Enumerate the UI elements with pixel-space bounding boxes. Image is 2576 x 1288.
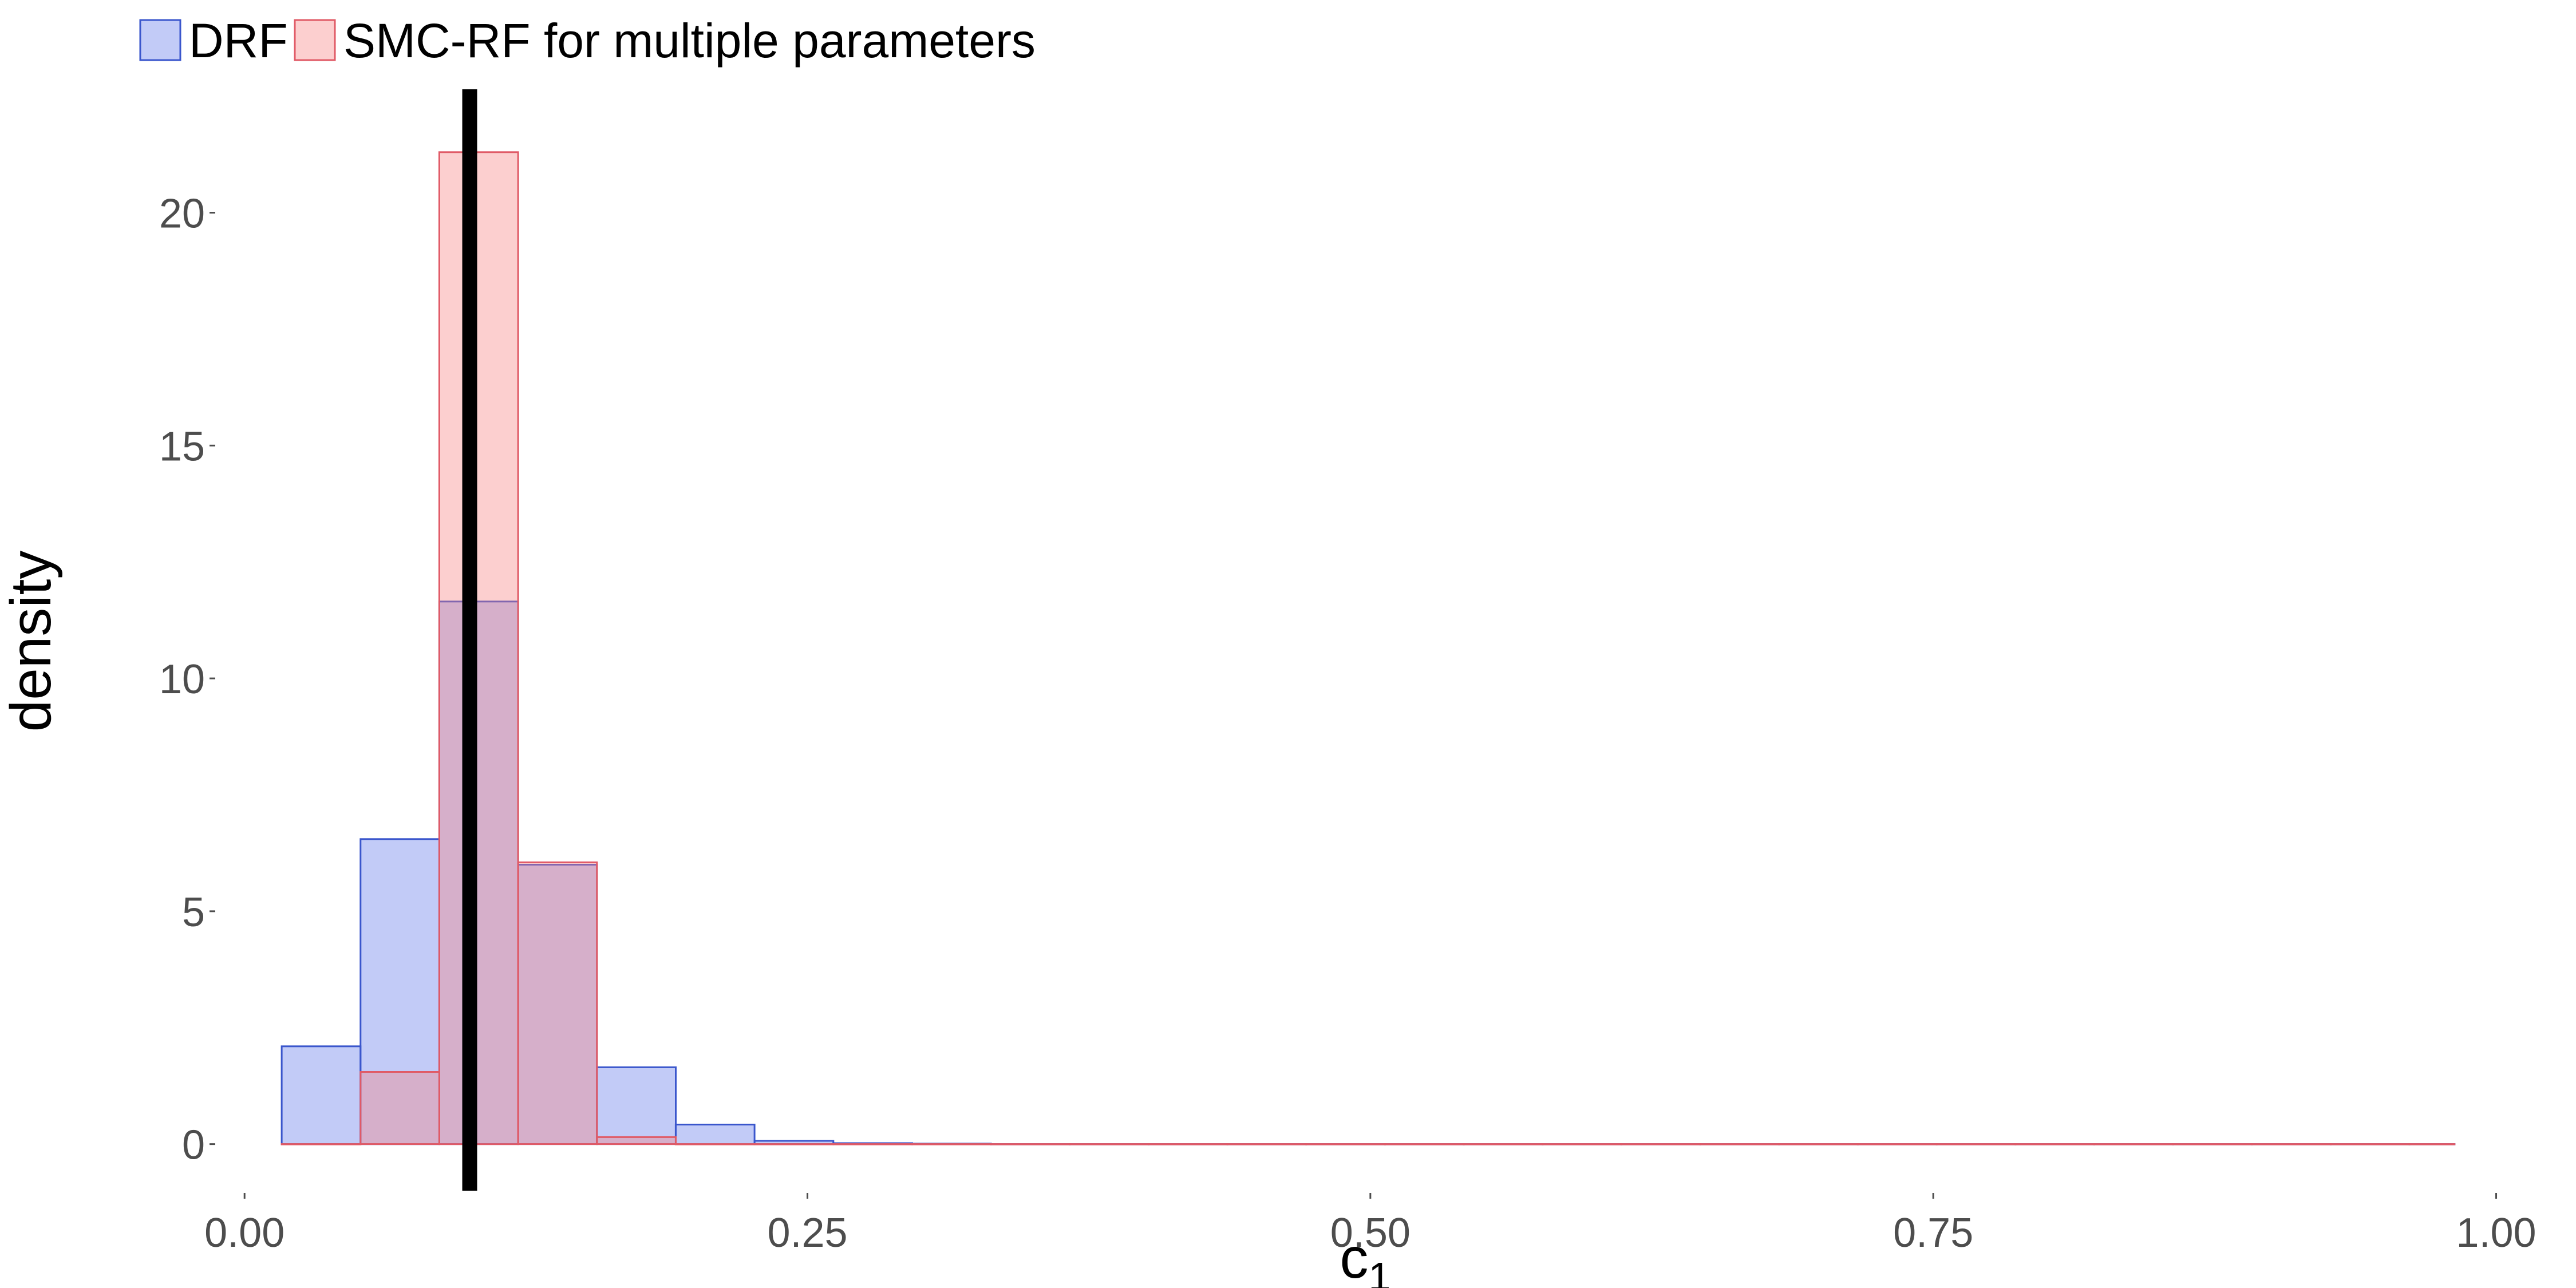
y-tick-label: 0: [182, 1123, 205, 1168]
y-axis: 0 5 10 15 20: [159, 191, 215, 1168]
bar: [359, 838, 440, 1145]
y-axis-title: density: [0, 551, 63, 732]
bar: [2329, 1143, 2411, 1145]
bar: [1778, 1143, 1859, 1145]
bar: [674, 1124, 756, 1145]
y-tick-label: 5: [182, 890, 205, 935]
bar: [359, 1071, 440, 1145]
bar: [1226, 1143, 1307, 1145]
bar: [438, 600, 519, 1145]
x-tick-label: 0.75: [1893, 1210, 1973, 1256]
y-tick-label: 20: [159, 191, 205, 237]
bar: [911, 1143, 992, 1145]
bar: [674, 1143, 756, 1145]
legend: DRF SMC-RF for multiple parameters: [139, 14, 1036, 68]
bar: [1463, 1143, 1544, 1145]
series-smc-rf: [280, 151, 2456, 1145]
bars-layer: [280, 151, 2456, 1145]
bar: [517, 861, 598, 1145]
x-tick-label: 0.00: [204, 1210, 285, 1256]
x-axis-title-subscript: 1: [1369, 1254, 1391, 1288]
x-tick-label: 1.00: [2456, 1210, 2536, 1256]
bar: [2251, 1143, 2332, 1145]
bar: [1856, 1143, 1938, 1145]
bar: [438, 151, 519, 1145]
legend-label-drf: DRF: [189, 14, 288, 68]
x-tick-label: 0.50: [1330, 1210, 1411, 1256]
bar: [1305, 1143, 1386, 1145]
y-tick-label: 10: [159, 657, 205, 702]
bar: [1147, 1143, 1228, 1145]
bar: [596, 1136, 677, 1145]
bar: [1384, 1143, 1465, 1145]
bar: [2014, 1143, 2096, 1145]
bar: [1620, 1143, 1701, 1145]
bar: [2093, 1143, 2174, 1145]
bar: [753, 1143, 835, 1145]
bar: [2172, 1143, 2253, 1145]
bar: [1069, 1143, 1150, 1145]
x-axis: 0.00 0.25 0.50 0.75 1.00: [204, 1193, 2537, 1256]
bar: [2408, 1143, 2456, 1145]
legend-key-smc-rf: [294, 19, 336, 61]
bar: [1699, 1143, 1780, 1145]
bar: [596, 1066, 677, 1145]
bar: [1542, 1143, 1623, 1145]
x-axis-title: c1: [1340, 1226, 1391, 1288]
series-drf: [280, 600, 2456, 1145]
bar: [1935, 1143, 2017, 1145]
legend-key-drf: [139, 19, 181, 61]
bar: [832, 1143, 914, 1145]
bar: [990, 1143, 1071, 1145]
y-tick-label: 15: [159, 424, 205, 469]
bar: [280, 1143, 362, 1145]
legend-label-smc-rf: SMC-RF for multiple parameters: [343, 14, 1036, 68]
x-tick-label: 0.25: [767, 1210, 847, 1256]
bar: [280, 1045, 362, 1145]
x-axis-title-main: c: [1340, 1226, 1369, 1288]
